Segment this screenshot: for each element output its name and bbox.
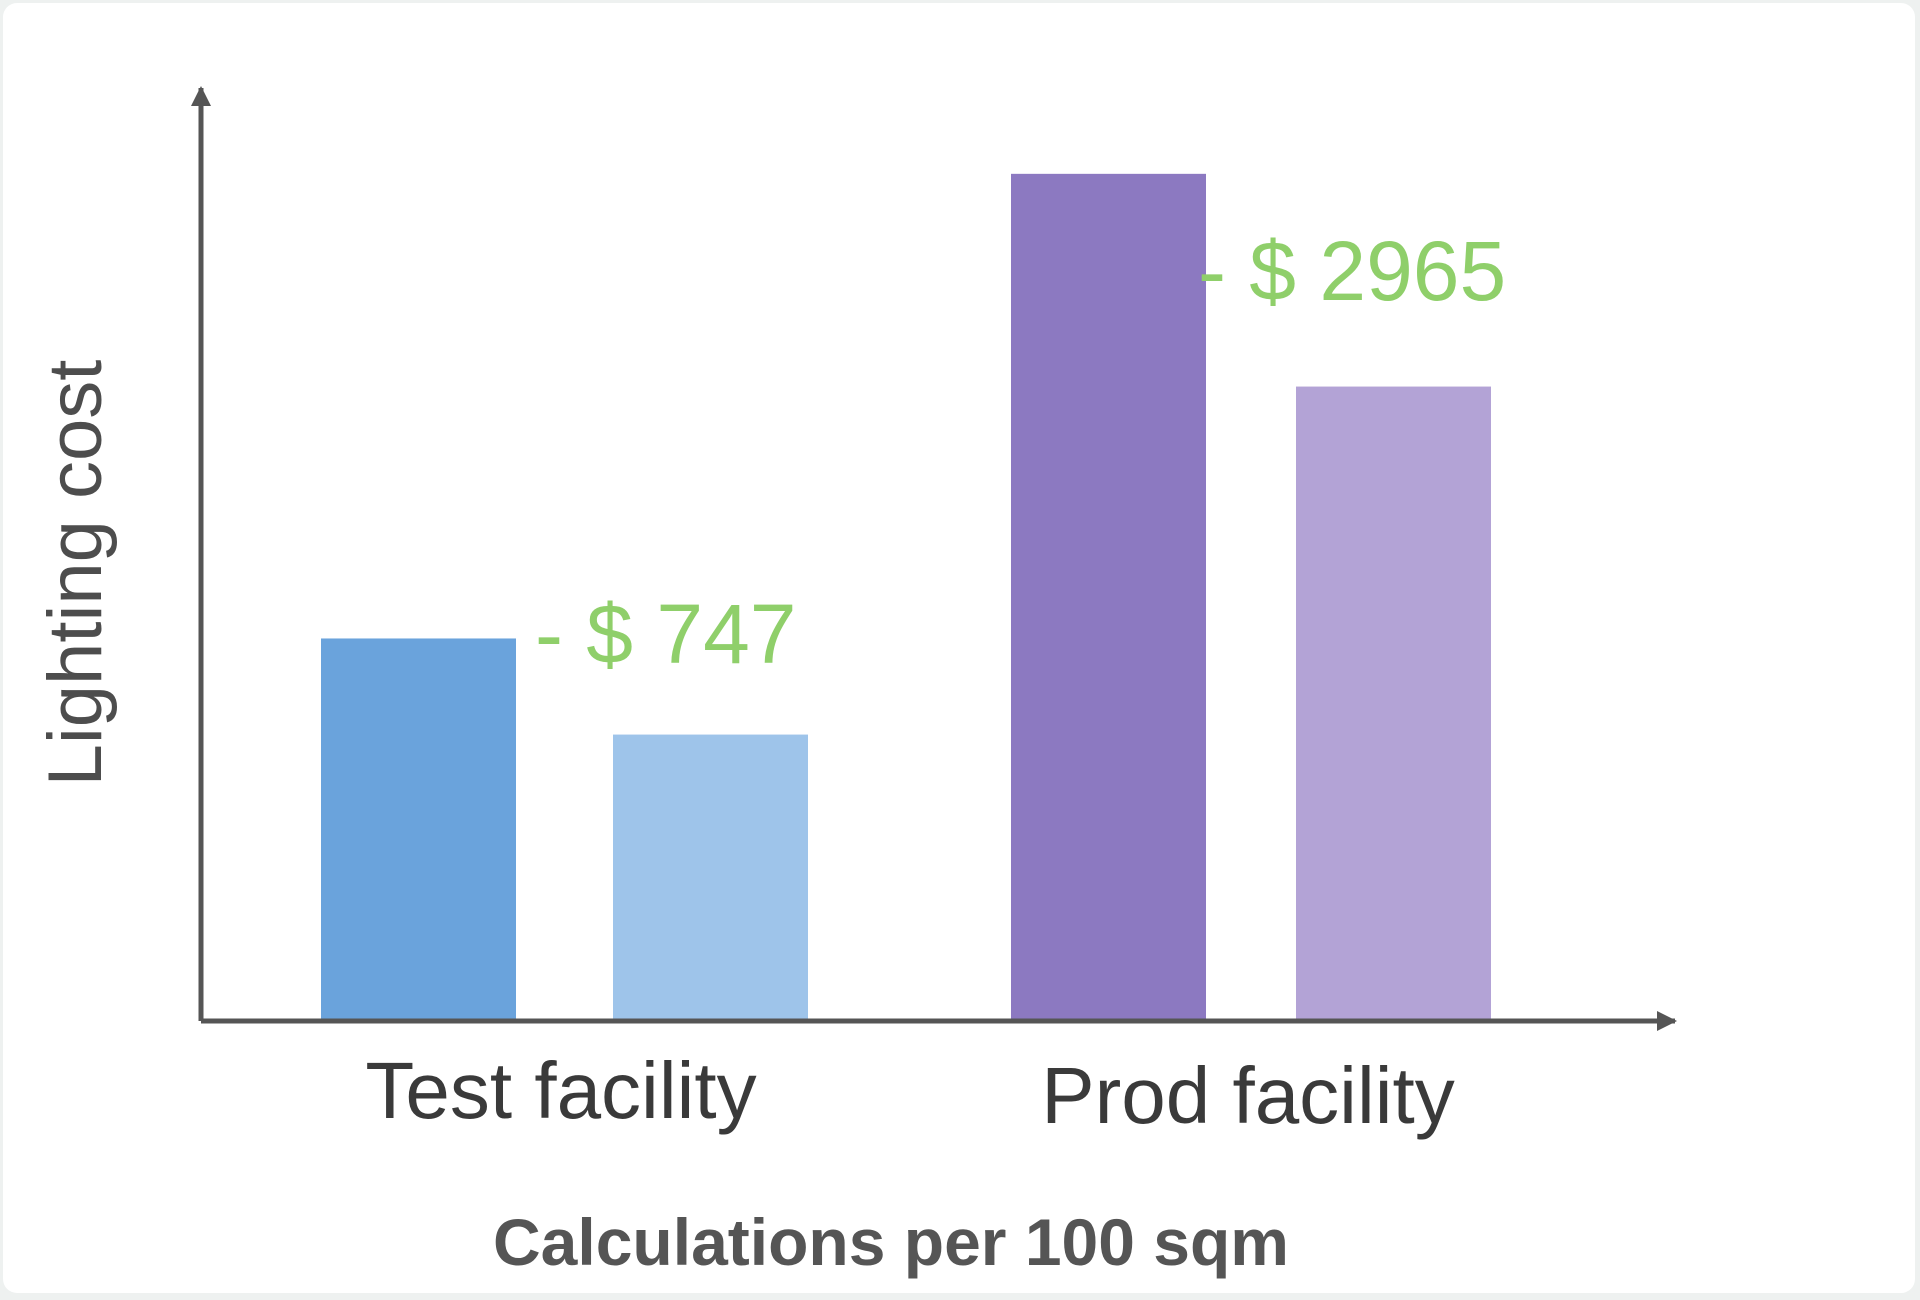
bar-prod-facility-2 <box>1296 386 1491 1021</box>
bar-chart: Lighting cost Calculations per 100 sqm T… <box>33 86 1677 1279</box>
tick-label-test-facility: Test facility <box>365 1046 756 1135</box>
tick-label-prod-facility: Prod facility <box>1041 1051 1454 1140</box>
bar-test-facility-2 <box>613 734 808 1021</box>
bar-prod-facility-1 <box>1011 173 1206 1021</box>
bars-layer <box>321 173 1491 1021</box>
bar-test-facility-1 <box>321 638 516 1021</box>
x-axis-label: Calculations per 100 sqm <box>493 1205 1289 1279</box>
chart-card: Lighting cost Calculations per 100 sqm T… <box>3 3 1915 1293</box>
difference-label-test-facility: - $ 747 <box>535 587 797 681</box>
y-axis-label: Lighting cost <box>33 360 118 787</box>
difference-label-prod-facility: - $ 2965 <box>1198 224 1506 318</box>
